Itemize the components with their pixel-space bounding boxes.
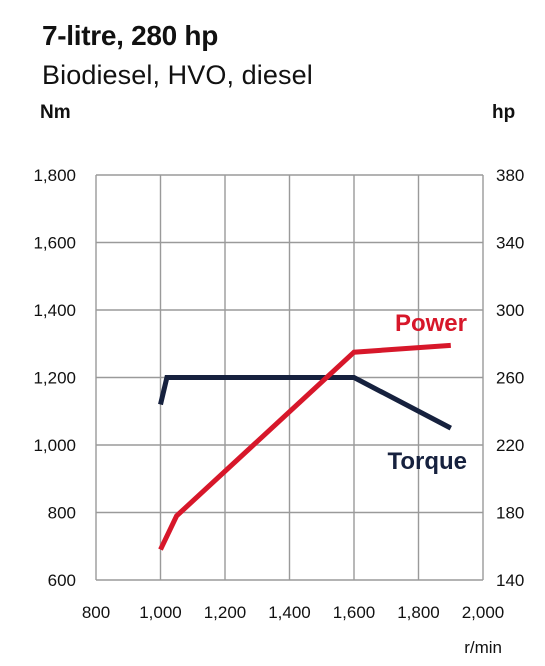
y-right-tick-label: 220 bbox=[496, 436, 524, 455]
chart-title: 7-litre, 280 hp bbox=[42, 20, 219, 51]
y-left-tick-label: 800 bbox=[48, 504, 76, 523]
axis-tick-labels: 800 1,000 1,200 1,400 1,600 1,800 2,000 600 140 8… bbox=[33, 166, 524, 657]
x-tick-label: 1,400 bbox=[268, 603, 311, 622]
y-right-tick-label: 380 bbox=[496, 166, 524, 185]
y-left-tick-label: 1,600 bbox=[33, 234, 76, 253]
y-left-tick-label: 1,800 bbox=[33, 166, 76, 185]
y-right-tick-label: 140 bbox=[496, 571, 524, 590]
y-right-tick-label: 300 bbox=[496, 301, 524, 320]
y-right-unit-label: hp bbox=[492, 102, 516, 123]
power-curve bbox=[158, 342, 451, 551]
y-left-tick-label: 600 bbox=[48, 571, 76, 590]
x-tick-label: 1,200 bbox=[204, 603, 247, 622]
torque-curve bbox=[158, 375, 452, 431]
chart-series bbox=[158, 342, 452, 551]
series-labels: Torque Power bbox=[387, 310, 467, 475]
y-right-tick-label: 260 bbox=[496, 369, 524, 388]
x-tick-label: 1,800 bbox=[397, 603, 440, 622]
torque-series-label: Torque bbox=[387, 448, 467, 475]
x-tick-label: 800 bbox=[82, 603, 110, 622]
y-left-tick-label: 1,000 bbox=[33, 436, 76, 455]
x-tick-label: 1,000 bbox=[139, 603, 182, 622]
y-left-tick-label: 1,200 bbox=[33, 369, 76, 388]
x-axis-unit-label: r/min bbox=[464, 638, 502, 657]
x-tick-label: 2,000 bbox=[462, 603, 505, 622]
y-right-tick-label: 340 bbox=[496, 234, 524, 253]
chart-subtitle: Biodiesel, HVO, diesel bbox=[42, 60, 313, 90]
x-tick-label: 1,600 bbox=[333, 603, 376, 622]
power-series-label: Power bbox=[395, 310, 467, 337]
y-left-unit-label: Nm bbox=[40, 102, 71, 123]
y-right-tick-label: 180 bbox=[496, 504, 524, 523]
y-left-tick-label: 1,400 bbox=[33, 301, 76, 320]
